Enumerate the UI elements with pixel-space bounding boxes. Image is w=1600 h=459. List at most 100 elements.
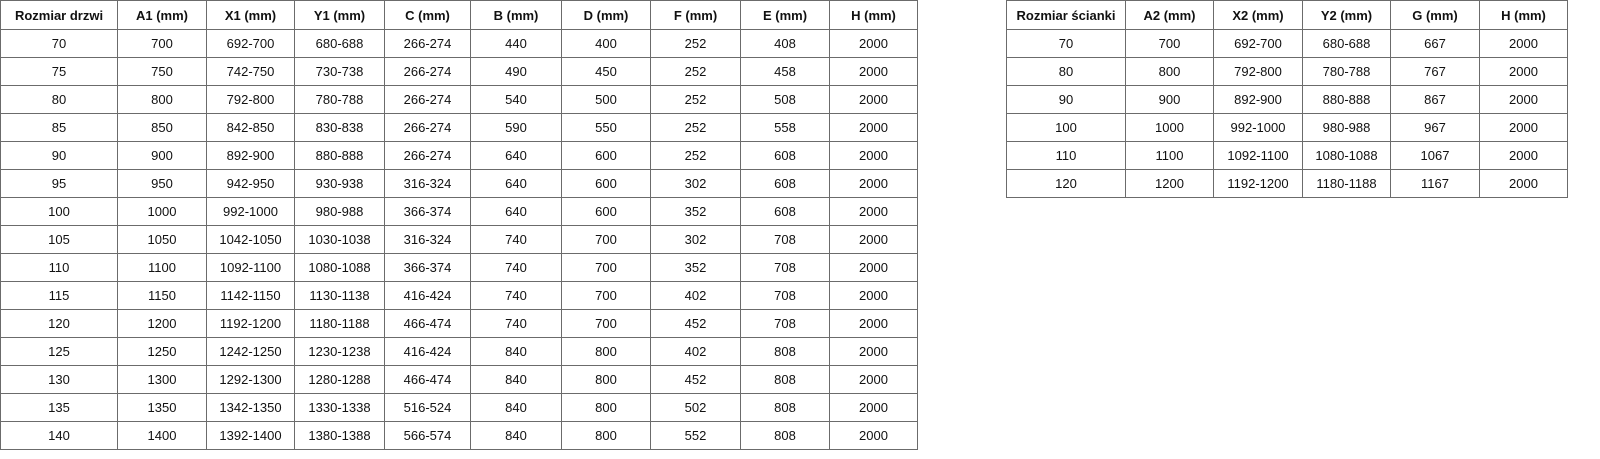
table-cell: 840 <box>470 421 562 450</box>
table-cell: 740 <box>470 253 562 282</box>
table-cell: 700 <box>561 309 651 338</box>
table-cell: 2000 <box>829 113 918 142</box>
column-header: C (mm) <box>384 0 471 30</box>
table-cell: 900 <box>1125 85 1214 114</box>
table-cell: 608 <box>740 141 830 170</box>
table-cell: 466-474 <box>384 309 471 338</box>
table-cell: 252 <box>650 57 741 86</box>
table-cell: 942-950 <box>206 169 295 198</box>
table-cell: 266-274 <box>384 141 471 170</box>
table-cell: 892-900 <box>206 141 295 170</box>
table-cell: 100 <box>1006 113 1126 142</box>
table-cell: 667 <box>1390 29 1480 58</box>
table-cell: 140 <box>0 421 118 450</box>
table-cell: 1080-1088 <box>294 253 385 282</box>
table-cell: 452 <box>650 309 741 338</box>
table-cell: 80 <box>1006 57 1126 86</box>
column-header: A1 (mm) <box>117 0 207 30</box>
table-cell: 750 <box>117 57 207 86</box>
table-row: 140 1400 1392-1400 1380-1388 566-574 840 800 55… <box>0 421 918 450</box>
table-cell: 700 <box>561 225 651 254</box>
table-cell: 700 <box>561 281 651 310</box>
table-cell: 700 <box>117 29 207 58</box>
table-row: 80 800 792-800 780-788 767 2000 <box>1006 57 1568 86</box>
table-cell: 1100 <box>1125 141 1214 170</box>
table-cell: 808 <box>740 421 830 450</box>
table-cell: 416-424 <box>384 337 471 366</box>
table-cell: 2000 <box>829 309 918 338</box>
table-cell: 120 <box>1006 169 1126 198</box>
table-cell: 1130-1138 <box>294 281 385 310</box>
table-row: 70 700 692-700 680-688 667 2000 <box>1006 29 1568 58</box>
column-header: Rozmiar drzwi <box>0 0 118 30</box>
table-cell: 252 <box>650 141 741 170</box>
table-cell: 800 <box>561 337 651 366</box>
table-cell: 2000 <box>1479 29 1568 58</box>
table-row: 125 1250 1242-1250 1230-1238 416-424 840 800 40… <box>0 337 918 366</box>
table-cell: 1067 <box>1390 141 1480 170</box>
table-cell: 980-988 <box>294 197 385 226</box>
table-cell: 780-788 <box>294 85 385 114</box>
table-cell: 90 <box>0 141 118 170</box>
table-cell: 640 <box>470 141 562 170</box>
table-cell: 850 <box>117 113 207 142</box>
column-header: H (mm) <box>829 0 918 30</box>
table-cell: 1030-1038 <box>294 225 385 254</box>
table-cell: 135 <box>0 393 118 422</box>
table-cell: 1000 <box>1125 113 1214 142</box>
table-cell: 402 <box>650 281 741 310</box>
table-cell: 608 <box>740 169 830 198</box>
table-cell: 1300 <box>117 365 207 394</box>
table-cell: 90 <box>1006 85 1126 114</box>
table-cell: 1380-1388 <box>294 421 385 450</box>
table-cell: 800 <box>117 85 207 114</box>
table-cell: 1142-1150 <box>206 281 295 310</box>
table-cell: 105 <box>0 225 118 254</box>
column-header: Y2 (mm) <box>1302 0 1391 30</box>
table-cell: 115 <box>0 281 118 310</box>
table-cell: 466-474 <box>384 365 471 394</box>
table-cell: 740 <box>470 225 562 254</box>
table-cell: 1192-1200 <box>206 309 295 338</box>
table-cell: 800 <box>561 365 651 394</box>
table-cell: 780-788 <box>1302 57 1391 86</box>
table-cell: 252 <box>650 113 741 142</box>
table-cell: 100 <box>0 197 118 226</box>
table-cell: 266-274 <box>384 113 471 142</box>
table-cell: 2000 <box>829 253 918 282</box>
table-cell: 840 <box>470 337 562 366</box>
table-cell: 490 <box>470 57 562 86</box>
table-cell: 992-1000 <box>1213 113 1303 142</box>
table-cell: 558 <box>740 113 830 142</box>
table-cell: 316-324 <box>384 225 471 254</box>
table-cell: 2000 <box>829 225 918 254</box>
table-cell: 808 <box>740 393 830 422</box>
table-cell: 1092-1100 <box>206 253 295 282</box>
table-cell: 516-524 <box>384 393 471 422</box>
table-cell: 590 <box>470 113 562 142</box>
table-cell: 2000 <box>829 141 918 170</box>
table-cell: 792-800 <box>1213 57 1303 86</box>
table-cell: 552 <box>650 421 741 450</box>
table-row: 135 1350 1342-1350 1330-1338 516-524 840 800 50… <box>0 393 918 422</box>
table-cell: 400 <box>561 29 651 58</box>
table-cell: 452 <box>650 365 741 394</box>
table-cell: 708 <box>740 225 830 254</box>
column-header: F (mm) <box>650 0 741 30</box>
table-cell: 1342-1350 <box>206 393 295 422</box>
table-cell: 540 <box>470 85 562 114</box>
table-cell: 680-688 <box>294 29 385 58</box>
table-cell: 1230-1238 <box>294 337 385 366</box>
table-cell: 2000 <box>829 29 918 58</box>
table-cell: 950 <box>117 169 207 198</box>
table-cell: 120 <box>0 309 118 338</box>
table-row: 95 950 942-950 930-938 316-324 640 600 302 608 20… <box>0 169 918 198</box>
table-cell: 458 <box>740 57 830 86</box>
table-cell: 110 <box>0 253 118 282</box>
table-cell: 2000 <box>1479 141 1568 170</box>
table-cell: 450 <box>561 57 651 86</box>
table-cell: 1292-1300 <box>206 365 295 394</box>
table-cell: 316-324 <box>384 169 471 198</box>
table-cell: 800 <box>1125 57 1214 86</box>
table-row: 85 850 842-850 830-838 266-274 590 550 252 558 20… <box>0 113 918 142</box>
